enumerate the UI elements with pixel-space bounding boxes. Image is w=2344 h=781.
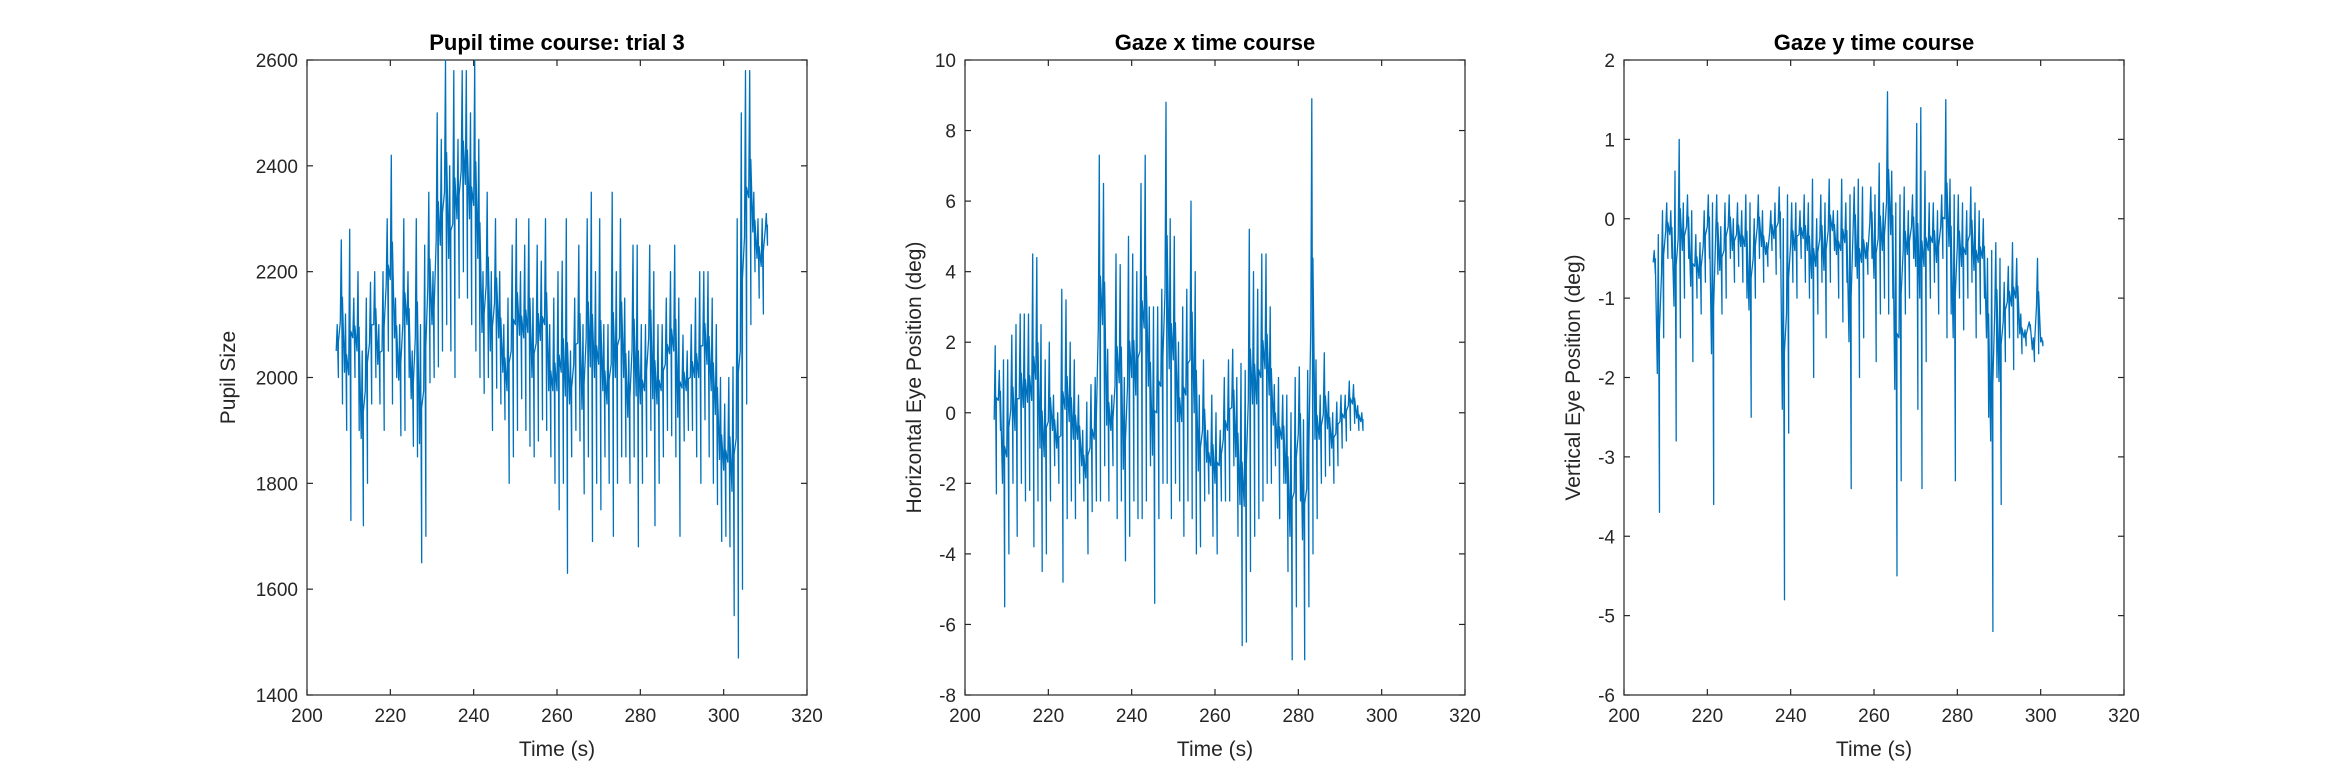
- y-tick-label: 8: [945, 122, 956, 143]
- y-tick-label: 1800: [256, 474, 298, 495]
- x-axis-label: Time (s): [1177, 738, 1253, 761]
- x-tick-label: 220: [1691, 706, 1723, 727]
- x-tick-label: 320: [791, 706, 823, 727]
- y-tick-label: 2200: [256, 263, 298, 284]
- y-tick-label: -6: [1598, 686, 1615, 707]
- x-tick-label: 300: [708, 706, 740, 727]
- y-tick-label: 0: [1604, 210, 1615, 231]
- x-tick-label: 260: [1858, 706, 1890, 727]
- x-tick-label: 280: [1941, 706, 1973, 727]
- x-tick-label: 200: [949, 706, 981, 727]
- y-tick-label: 2600: [256, 51, 298, 72]
- y-tick-label: 6: [945, 192, 956, 213]
- x-axis-label: Time (s): [519, 738, 595, 761]
- chart-gaze-x-time-course: 200 220 240 260 280 300 320 -8 -6 -4 -2 0 2 4 6 8 10 Gaze…: [903, 30, 1481, 761]
- x-tick-label: 260: [541, 706, 573, 727]
- x-tick-label: 280: [624, 706, 656, 727]
- y-tick-label: 2: [1604, 51, 1615, 72]
- x-tick-label: 240: [458, 706, 490, 727]
- y-tick-label: 10: [935, 51, 956, 72]
- y-tick-label: 2400: [256, 157, 298, 178]
- x-tick-label: 240: [1116, 706, 1148, 727]
- y-tick-label: -4: [1598, 527, 1615, 548]
- x-tick-label: 300: [2025, 706, 2057, 727]
- y-tick-label: 1: [1604, 130, 1615, 151]
- y-tick-label: 2: [945, 333, 956, 354]
- y-tick-label: -5: [1598, 607, 1615, 628]
- data-series-line: [993, 98, 1364, 661]
- x-tick-label: 220: [1032, 706, 1064, 727]
- x-tick-label: 280: [1282, 706, 1314, 727]
- y-tick-label: -2: [1598, 369, 1615, 390]
- y-tick-label: -1: [1598, 289, 1615, 310]
- chart-gaze-y-time-course: 200 220 240 260 280 300 320 -6 -5 -4 -3 -2 -1 0 1 2 Gaze…: [1562, 30, 2140, 761]
- x-tick-label: 260: [1199, 706, 1231, 727]
- y-tick-label: 1600: [256, 580, 298, 601]
- x-tick-label: 220: [374, 706, 406, 727]
- y-tick-label: 0: [945, 404, 956, 425]
- plot-area: [1623, 59, 2125, 696]
- y-tick-label: 1400: [256, 686, 298, 707]
- y-axis-label: Vertical Eye Position (deg): [1562, 254, 1585, 500]
- chart-title: Pupil time course: trial 3: [429, 30, 685, 55]
- chart-title: Gaze x time course: [1115, 30, 1316, 55]
- chart-pupil-time-course: 200 220 240 260 280 300 320 1400 1600 1800 2000 220…: [217, 30, 823, 761]
- y-tick-label: -4: [939, 545, 956, 566]
- y-tick-label: 4: [945, 263, 956, 284]
- data-series-line: [335, 59, 769, 659]
- x-tick-label: 320: [2108, 706, 2140, 727]
- x-axis-label: Time (s): [1836, 738, 1912, 761]
- y-tick-label: -3: [1598, 448, 1615, 469]
- y-tick-label: -6: [939, 615, 956, 636]
- y-tick-label: 2000: [256, 369, 298, 390]
- x-tick-label: 200: [1608, 706, 1640, 727]
- y-axis-label: Horizontal Eye Position (deg): [903, 242, 926, 514]
- y-axis-label: Pupil Size: [217, 331, 240, 424]
- x-tick-label: 300: [1366, 706, 1398, 727]
- chart-title: Gaze y time course: [1774, 30, 1975, 55]
- x-tick-label: 320: [1449, 706, 1481, 727]
- x-tick-label: 200: [291, 706, 323, 727]
- data-series-line: [1652, 91, 2044, 633]
- x-tick-label: 240: [1775, 706, 1807, 727]
- y-tick-label: -8: [939, 686, 956, 707]
- y-tick-label: -2: [939, 474, 956, 495]
